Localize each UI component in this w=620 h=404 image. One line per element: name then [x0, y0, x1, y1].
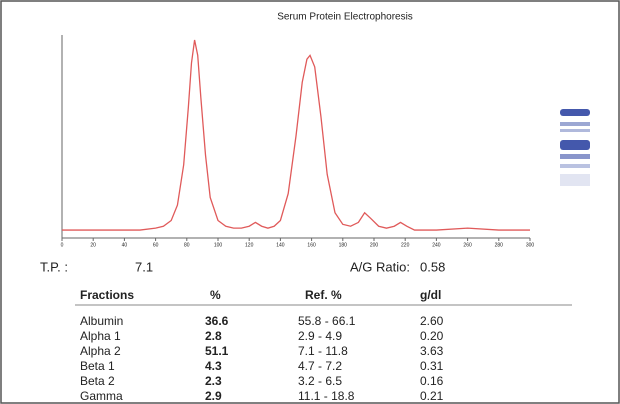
table-cell: Gamma	[80, 389, 123, 403]
table-cell: Alpha 1	[80, 329, 121, 343]
table-cell: 2.9 - 4.9	[298, 329, 342, 343]
table-cell: 0.31	[420, 359, 444, 373]
table-cell: 2.9	[205, 389, 222, 403]
x-tick-label: 280	[495, 242, 504, 248]
table-cell: 4.7 - 7.2	[298, 359, 342, 373]
x-tick-label: 20	[90, 242, 96, 248]
table-cell: Albumin	[80, 314, 123, 328]
table-cell: 11.1 - 18.8	[298, 389, 355, 403]
x-tick-label: 220	[401, 242, 410, 248]
table-cell: Beta 2	[80, 374, 115, 388]
report: Serum Protein Electrophoresis T.P. : 7.1…	[0, 0, 620, 404]
ag-value: 0.58	[420, 259, 445, 274]
x-tick-label: 140	[276, 242, 285, 248]
table-cell: Beta 1	[80, 359, 115, 373]
table-cell: 7.1 - 11.8	[298, 344, 348, 358]
table-cell: 55.8 - 66.1	[298, 314, 356, 328]
table-cell: 2.60	[420, 314, 444, 328]
table-cell: 0.16	[420, 374, 444, 388]
table-cell: 2.8	[205, 329, 222, 343]
table-cell: 36.6	[205, 314, 229, 328]
table-header: Fractions	[80, 288, 134, 302]
x-tick-label: 160	[307, 242, 316, 248]
table-cell: 2.3	[205, 374, 222, 388]
table-cell: 3.2 - 6.5	[298, 374, 342, 388]
x-tick-label: 120	[245, 242, 254, 248]
table-cell: 4.3	[205, 359, 222, 373]
tp-value: 7.1	[135, 259, 153, 274]
x-tick-label: 240	[432, 242, 441, 248]
x-tick-label: 60	[153, 242, 159, 248]
table-header: g/dl	[420, 288, 441, 302]
x-tick-label: 180	[339, 242, 348, 248]
table-cell: Alpha 2	[80, 344, 121, 358]
x-tick-label: 200	[370, 242, 379, 248]
table-header: Ref. %	[305, 288, 342, 302]
table-cell: 0.20	[420, 329, 444, 343]
x-tick-label: 300	[526, 242, 535, 248]
x-tick-label: 80	[184, 242, 190, 248]
table-cell: 0.21	[420, 389, 444, 403]
x-tick-label: 100	[214, 242, 223, 248]
x-tick-label: 0	[61, 242, 64, 248]
x-tick-label: 40	[122, 242, 128, 248]
tp-label: T.P. :	[40, 259, 68, 274]
chart-title: Serum Protein Electrophoresis	[277, 12, 413, 23]
table-header: %	[210, 288, 221, 302]
table-cell: 3.63	[420, 344, 444, 358]
ag-label: A/G Ratio:	[350, 259, 410, 274]
x-tick-label: 260	[463, 242, 472, 248]
table-cell: 51.1	[205, 344, 229, 358]
